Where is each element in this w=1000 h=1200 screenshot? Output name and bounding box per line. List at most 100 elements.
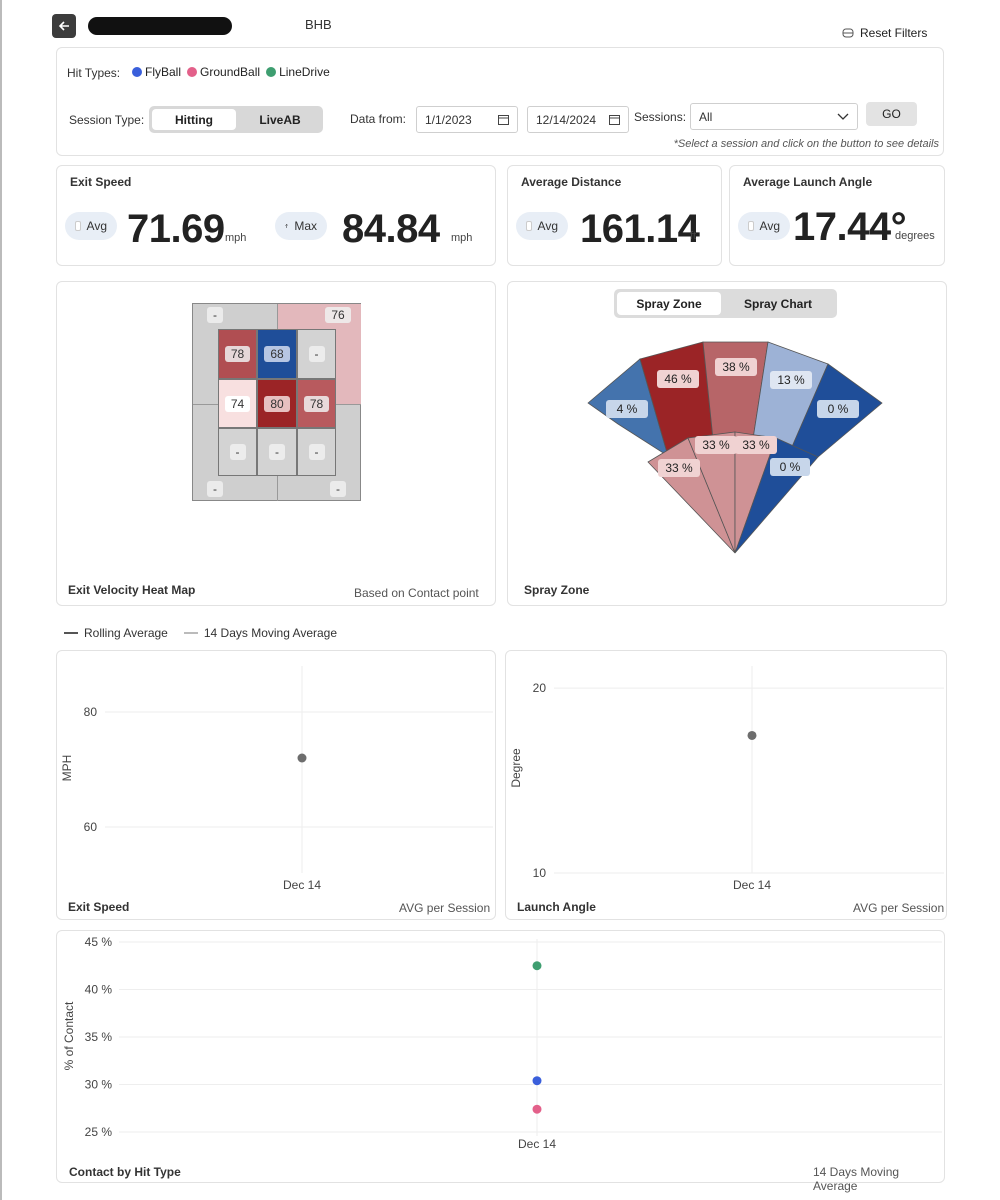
heatmap-cell: 74 [218, 379, 257, 428]
date-to-input[interactable]: 12/14/2024 [527, 106, 629, 133]
svg-text:0 %: 0 % [780, 460, 801, 474]
heatmap-outer-bottom-left: - [196, 480, 234, 498]
date-to-value: 12/14/2024 [536, 112, 597, 127]
filter-panel: Hit Types: FlyBall GroundBall LineDrive … [56, 47, 944, 156]
calendar-icon [498, 115, 509, 125]
eraser-icon [842, 28, 854, 38]
spray-label: 33 % [658, 459, 700, 477]
heatmap-cell: - [297, 428, 336, 476]
heatmap-cell: 78 [218, 329, 257, 379]
svg-text:33 %: 33 % [702, 438, 730, 452]
avg-badge: Avg [65, 212, 117, 240]
x-tick-label: Dec 14 [283, 878, 321, 892]
spray-label: 33 % [735, 436, 777, 454]
flyball-dot-icon [132, 67, 142, 77]
exit-speed-chart-title: Exit Speed [68, 900, 130, 914]
y-tick-label: 10 [533, 866, 547, 880]
avg-launch-angle-title: Average Launch Angle [743, 175, 873, 189]
trend-legend: Rolling Average 14 Days Moving Average [64, 626, 337, 640]
max-badge: Max [275, 212, 327, 240]
exit-speed-max-value: 84.84 [342, 207, 440, 251]
session-type-hitting[interactable]: Hitting [152, 109, 236, 130]
avg-distance-card: Average Distance Avg 161.14 ft [507, 165, 722, 266]
spray-label: 4 % [606, 400, 648, 418]
calendar-icon [609, 115, 620, 125]
heatmap-cell: - [257, 428, 297, 476]
date-from-input[interactable]: 1/1/2023 [416, 106, 518, 133]
redacted-name [88, 17, 232, 35]
session-type-toggle: Hitting LiveAB [149, 106, 323, 133]
launch-angle-chart-title: Launch Angle [517, 900, 596, 914]
data-point[interactable] [297, 753, 307, 763]
session-type-liveab[interactable]: LiveAB [259, 112, 301, 127]
tab-spray-chart[interactable]: Spray Chart [743, 296, 813, 311]
launch-angle-chart-subtitle: AVG per Session [853, 901, 945, 915]
exit-speed-title: Exit Speed [70, 175, 132, 189]
y-tick-label: 35 % [85, 1030, 113, 1044]
sessions-select[interactable]: All [690, 103, 858, 130]
sessions-value: All [699, 109, 713, 124]
heatmap-cell: 68 [257, 329, 297, 379]
avg-launch-angle-card: Average Launch Angle Avg 17.44° degrees [729, 165, 945, 266]
y-tick-label: 45 % [85, 935, 113, 949]
y-axis-label: % of Contact [62, 1001, 76, 1070]
data-point[interactable] [532, 961, 542, 971]
x-tick-label: Dec 14 [733, 878, 771, 892]
contact-chart-card: 25 % 30 % 35 % 40 % 45 % % of Contact Dec 14… [56, 930, 945, 1193]
hit-types-legend: FlyBall GroundBall LineDrive [132, 65, 330, 79]
data-point[interactable] [532, 1076, 542, 1086]
date-from-value: 1/1/2023 [425, 112, 472, 127]
hit-type-linedrive[interactable]: LineDrive [266, 65, 330, 79]
chevron-down-icon [837, 113, 849, 120]
exit-speed-avg-value: 71.69 [127, 207, 225, 251]
hit-type-groundball[interactable]: GroundBall [187, 65, 260, 79]
y-tick-label: 30 % [85, 1078, 113, 1092]
launch-angle-chart: 10 20 Degree Dec 14 [509, 666, 944, 892]
hit-type-flyball[interactable]: FlyBall [132, 65, 181, 79]
svg-text:4 %: 4 % [617, 402, 638, 416]
line-dark-icon [64, 632, 78, 634]
legend-rolling[interactable]: Rolling Average [64, 626, 168, 640]
spray-label: 33 % [695, 436, 737, 454]
spray-zone-chart: 4 % 46 % 38 % 13 % 0 % 33 % 33 % 33 % 0 … [587, 341, 883, 554]
back-button[interactable] [52, 14, 76, 38]
spray-label: 13 % [770, 371, 812, 389]
data-from-label: Data from: [350, 112, 407, 126]
spray-label: 0 % [770, 458, 810, 476]
exit-speed-chart: 60 80 MPH Dec 14 [60, 666, 493, 892]
hit-types-label: Hit Types: [67, 66, 121, 80]
y-tick-label: 25 % [85, 1125, 113, 1139]
avg-distance-title: Average Distance [521, 175, 622, 189]
exit-speed-chart-card: 60 80 MPH Dec 14 Exit Speed AVG per Sessi… [56, 650, 496, 920]
go-button[interactable]: GO [866, 102, 917, 126]
tab-spray-zone[interactable]: Spray Zone [617, 292, 721, 315]
y-tick-label: 80 [84, 705, 98, 719]
page-title: BHB [305, 17, 332, 32]
data-point[interactable] [532, 1104, 542, 1114]
svg-text:13 %: 13 % [777, 373, 805, 387]
exit-speed-avg-unit: mph [225, 232, 247, 244]
exit-speed-chart-subtitle: AVG per Session [399, 901, 491, 915]
data-point[interactable] [747, 730, 757, 740]
linedrive-dot-icon [266, 67, 277, 77]
session-hint: *Select a session and click on the butto… [673, 138, 939, 150]
y-tick-label: 40 % [85, 983, 113, 997]
heatmap-outer-bottom-right: - [319, 480, 357, 498]
contact-chart: 25 % 30 % 35 % 40 % 45 % % of Contact Dec 14 [62, 935, 942, 1151]
toggle-icon [75, 221, 81, 231]
legend-moving[interactable]: 14 Days Moving Average [183, 626, 337, 640]
groundball-dot-icon [187, 67, 198, 77]
spray-zone-card: Spray Zone Spray Chart 4 % 46 % 38 % 13 … [507, 281, 947, 606]
heatmap-cell: 78 [297, 379, 336, 428]
heatmap-outer-top-right-label: 76 [319, 306, 357, 324]
svg-text:46 %: 46 % [664, 372, 692, 386]
svg-text:38 %: 38 % [722, 360, 750, 374]
contact-chart-title: Contact by Hit Type [69, 1165, 181, 1179]
heatmap-outer-top-left: - [196, 306, 234, 324]
svg-text:0 %: 0 % [828, 402, 849, 416]
reset-filters-button[interactable]: Reset Filters [842, 26, 927, 40]
svg-text:33 %: 33 % [742, 438, 770, 452]
reset-filters-label: Reset Filters [860, 26, 928, 40]
avg-launch-angle-unit: degrees [895, 230, 935, 242]
spray-tab-group: Spray Zone Spray Chart [614, 289, 837, 318]
